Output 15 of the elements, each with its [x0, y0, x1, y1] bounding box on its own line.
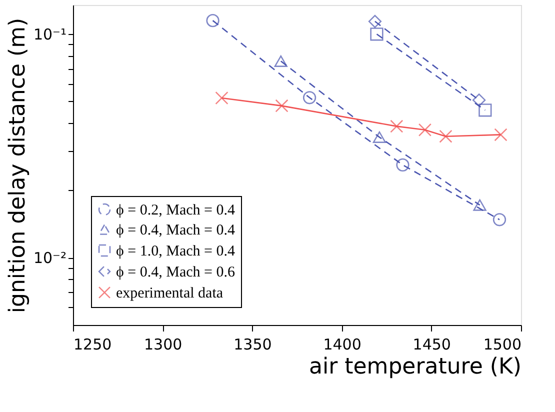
- legend-label: ϕ = 1.0, Mach = 0.4: [116, 244, 236, 260]
- x-tick-label: 1450: [412, 336, 451, 354]
- y-tick-label: 10⁻¹: [33, 26, 66, 44]
- legend-label: ϕ = 0.4, Mach = 0.4: [116, 222, 236, 238]
- y-tick-label: 10⁻²: [33, 249, 66, 268]
- y-axis-title: ignition delay distance (m): [5, 18, 30, 314]
- x-axis-title: air temperature (K): [308, 354, 522, 380]
- legend-label: experimental data: [116, 286, 224, 302]
- legend-label: ϕ = 0.2, Mach = 0.4: [116, 202, 236, 218]
- legend-label: ϕ = 0.4, Mach = 0.6: [116, 264, 236, 280]
- x-tick-label: 1300: [144, 336, 182, 354]
- x-tick-label: 1500: [483, 336, 522, 354]
- x-tick-label: 1400: [323, 336, 362, 354]
- x-tick-label: 1250: [74, 336, 112, 354]
- x-tick-label: 1350: [234, 336, 272, 354]
